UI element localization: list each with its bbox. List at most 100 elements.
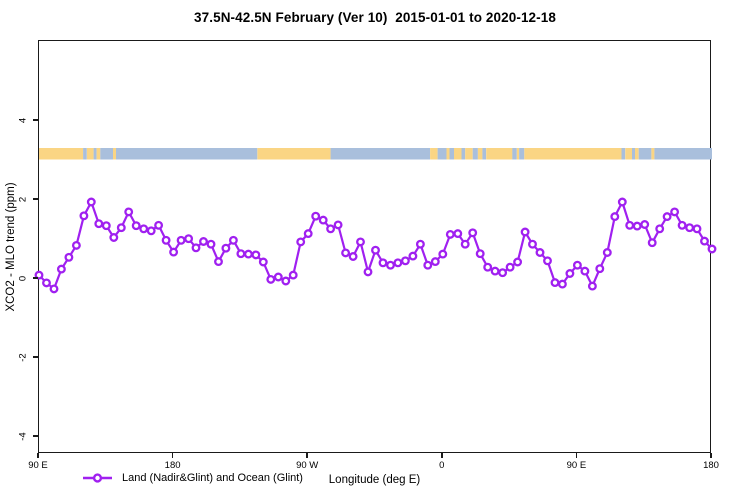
data-point-marker — [326, 224, 336, 234]
data-point-marker — [371, 245, 380, 255]
x-tick — [575, 453, 578, 458]
map-strip-segment-ocean — [100, 148, 113, 160]
data-point-marker — [565, 269, 575, 278]
x-tick-label: 90 W — [296, 460, 319, 471]
data-point-marker — [408, 251, 418, 261]
map-strip-segment-ocean — [621, 148, 626, 160]
x-tick — [306, 453, 308, 458]
data-point-marker — [535, 248, 545, 257]
data-point-marker — [176, 235, 186, 245]
data-point-marker — [438, 249, 448, 259]
data-point-marker — [662, 212, 672, 222]
data-point-marker — [453, 229, 463, 239]
data-point-marker — [393, 258, 403, 268]
data-point-marker — [520, 227, 530, 237]
plot-area: Land (Nadir&Glint) and Ocean (Glint) — [34, 40, 717, 484]
data-point-marker — [543, 256, 552, 266]
map-strip-segment-ocean — [519, 148, 525, 160]
map-strip-segment-land — [635, 148, 639, 160]
data-point-marker — [580, 266, 590, 276]
map-strip-segment-ocean — [512, 148, 517, 160]
x-tick — [441, 453, 443, 458]
map-strip-segment-land — [257, 148, 331, 160]
data-point-marker — [56, 264, 66, 274]
data-point-marker — [640, 220, 650, 229]
data-point-marker — [184, 234, 194, 244]
x-tick-label: 180 — [703, 460, 719, 471]
x-tick — [171, 453, 174, 458]
map-strip-segment-land — [113, 148, 116, 160]
data-point-marker — [146, 226, 156, 236]
data-point-marker — [206, 239, 216, 249]
map-strip-segment-land — [454, 148, 462, 160]
data-point-marker — [266, 274, 276, 284]
map-strip-segment-land — [524, 148, 622, 160]
map-strip-segment-land — [651, 148, 655, 160]
data-point-marker — [498, 268, 508, 278]
map-strip-segment-ocean — [449, 148, 454, 160]
data-point-marker — [587, 281, 597, 291]
data-point-marker — [617, 197, 627, 207]
data-point-marker — [468, 228, 478, 238]
chart-title: 37.5N-42.5N February (Ver 10) 2015-01-01… — [194, 10, 556, 25]
data-point-marker — [288, 270, 298, 280]
data-point-marker — [348, 252, 358, 261]
data-point-marker — [49, 284, 59, 294]
map-strip-segment-ocean — [638, 148, 652, 160]
data-point-marker — [363, 267, 373, 277]
data-point-marker — [423, 260, 433, 270]
x-tick — [710, 453, 712, 458]
data-point-marker — [303, 229, 313, 239]
data-point-marker — [572, 260, 582, 270]
data-point-marker — [415, 239, 425, 249]
data-point-marker — [34, 270, 44, 280]
data-point-marker — [685, 223, 695, 233]
data-point-marker — [513, 257, 523, 267]
y-tick-label: -4 — [17, 431, 29, 441]
map-strip-segment-land — [477, 148, 483, 160]
data-point-marker — [258, 257, 268, 267]
data-point-marker — [169, 247, 179, 257]
x-tick-label: 180 — [164, 460, 181, 471]
data-point-marker — [311, 211, 321, 221]
map-strip-segment-ocean — [437, 148, 447, 160]
map-strip-segment-ocean — [83, 148, 87, 160]
data-point-marker — [557, 279, 567, 289]
map-strip-segment-ocean — [654, 148, 712, 160]
x-tick-label: 0 — [439, 460, 445, 471]
x-axis-label: Longitude (deg E) — [328, 474, 421, 486]
data-point-marker — [528, 239, 537, 249]
data-point-marker — [707, 244, 717, 254]
map-strip-segment-ocean — [472, 148, 478, 160]
y-tick-label: 4 — [17, 117, 29, 123]
legend: Land (Nadir&Glint) and Ocean (Glint) — [81, 469, 303, 486]
data-point-marker — [490, 266, 500, 276]
data-point-marker — [625, 220, 635, 230]
data-point-marker — [161, 235, 171, 245]
data-point-marker — [296, 237, 306, 247]
data-point-marker — [318, 215, 328, 225]
data-point-marker — [139, 224, 149, 234]
data-point-marker — [505, 262, 515, 272]
plot-svg — [34, 148, 717, 294]
map-strip-segment-land — [430, 148, 438, 160]
data-point-marker — [214, 257, 223, 267]
data-point-marker — [378, 258, 388, 268]
data-point-marker — [445, 229, 455, 239]
data-point-marker — [116, 223, 126, 233]
data-point-marker — [221, 243, 231, 253]
x-tick-label: 90 E — [566, 460, 587, 471]
data-point-marker — [475, 249, 485, 259]
data-point-marker — [602, 248, 612, 257]
map-strip-segment-land — [516, 148, 519, 160]
data-point-marker — [273, 272, 283, 282]
data-point-marker — [700, 236, 709, 246]
data-point-marker — [677, 220, 687, 230]
map-strip-segment-land — [86, 148, 94, 160]
y-tick — [33, 198, 38, 200]
data-point-marker — [670, 207, 680, 217]
data-point-marker — [243, 249, 253, 259]
data-point-marker — [400, 256, 410, 266]
y-tick-label: -2 — [17, 352, 29, 362]
